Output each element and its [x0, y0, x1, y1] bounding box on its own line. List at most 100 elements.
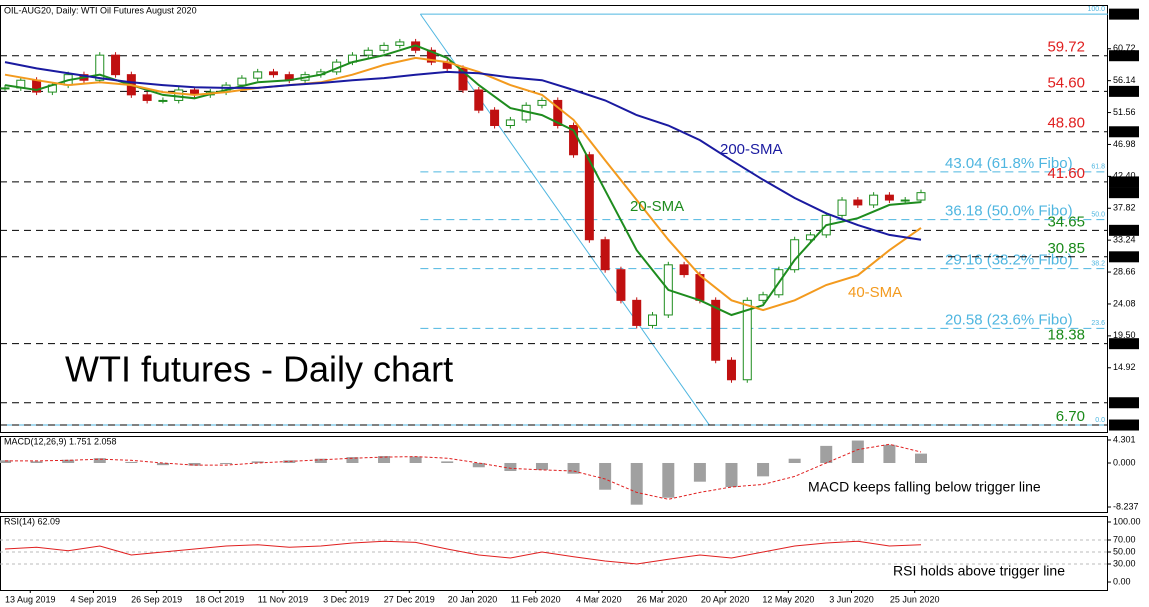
candle — [742, 299, 752, 381]
candle — [474, 89, 484, 111]
chart-header: OIL-AUG20, Daily: WTI Oil Futures August… — [4, 5, 197, 15]
macd-bar — [220, 462, 233, 465]
sma-line — [4, 44, 922, 317]
macd-bar — [93, 458, 106, 463]
candle — [726, 359, 736, 381]
macd-bar — [125, 461, 138, 463]
x-tick-label: 3 Jun 2020 — [829, 594, 874, 604]
macd-annotation: MACD keeps falling below trigger line — [808, 479, 1041, 495]
x-tick-label: 4 Sep 2019 — [70, 594, 116, 604]
candle — [758, 294, 768, 301]
rsi-annotation: RSI holds above trigger line — [893, 563, 1065, 579]
y-tick-label: 33.24 — [1113, 235, 1136, 245]
x-tick-label: 13 Aug 2019 — [5, 594, 56, 604]
candle — [916, 192, 926, 201]
fibo-label: 29.16 (38.2% Fibo) — [945, 252, 1073, 269]
y-tick-label: 24.08 — [1113, 298, 1136, 308]
fibo-tag: 100.0 — [1087, 6, 1105, 13]
macd-bar — [915, 453, 927, 463]
x-tick-label: 3 Dec 2019 — [323, 594, 369, 604]
macd-bar — [504, 462, 517, 472]
fibo-tag: 38.2 — [1091, 260, 1105, 267]
macd-bar — [314, 458, 327, 463]
candle — [237, 77, 247, 86]
price-marker-label: 30.85 — [1112, 251, 1135, 261]
x-tick-label: 12 May 2020 — [762, 594, 814, 604]
macd-bar — [693, 462, 706, 482]
rsi-tick-label: 50.00 — [1113, 546, 1136, 556]
candle — [363, 49, 373, 56]
candle — [679, 264, 689, 276]
candle — [490, 109, 500, 127]
price-marker-label: 6.70 — [1112, 419, 1130, 429]
y-tick-label: 37.82 — [1113, 203, 1136, 213]
macd-tick-label: -8.237 — [1113, 501, 1139, 511]
y-tick-label: 46.98 — [1113, 139, 1136, 149]
macd-bar — [62, 459, 75, 463]
candle — [884, 194, 894, 201]
price-marker-label: 59.72 — [1112, 50, 1135, 60]
candle — [111, 54, 121, 76]
price-marker — [1109, 419, 1139, 431]
macd-signal — [5, 443, 922, 500]
level-label: 18.38 — [1047, 327, 1085, 344]
fibo-label: 43.04 (61.8% Fibo) — [945, 155, 1073, 172]
candle — [632, 299, 642, 326]
macd-bar — [788, 458, 801, 463]
fibo-tag: 0.0 — [1095, 417, 1105, 424]
candle — [853, 199, 863, 206]
macd-bar — [188, 462, 201, 466]
macd-bar — [0, 460, 11, 463]
fibo-tag: 61.8 — [1091, 164, 1105, 171]
candle — [426, 49, 436, 63]
candle — [648, 314, 658, 326]
macd-bar — [567, 462, 580, 474]
candle — [268, 71, 278, 76]
series-label: 20-SMA — [630, 198, 684, 215]
rsi-line — [4, 540, 922, 565]
y-tick-label: 42.40 — [1113, 171, 1136, 181]
macd-bar — [251, 461, 264, 463]
level-label: 41.60 — [1047, 165, 1085, 182]
candle — [142, 94, 152, 101]
sma-line — [4, 61, 922, 241]
candle — [869, 194, 879, 206]
candle — [95, 54, 105, 81]
macd-tick-label: 0.000 — [1113, 457, 1136, 467]
macd-bar — [30, 461, 43, 463]
rsi-tick-label: 0.00 — [1113, 576, 1131, 586]
candle — [616, 269, 626, 301]
price-panel — [0, 5, 1108, 433]
fibo-trendline — [419, 13, 710, 426]
level-label: 6.70 — [1056, 408, 1085, 425]
candle — [584, 154, 594, 241]
price-marker — [1109, 251, 1139, 263]
fibo-label: 20.58 (23.6% Fibo) — [945, 311, 1073, 328]
x-tick-label: 20 Apr 2020 — [701, 594, 750, 604]
x-tick-label: 26 Mar 2020 — [637, 594, 688, 604]
macd-bar — [883, 444, 896, 463]
macd-bar — [535, 462, 548, 470]
price-marker — [1109, 50, 1139, 62]
level-label: 54.60 — [1047, 74, 1085, 91]
candle — [900, 199, 910, 202]
price-marker — [1109, 176, 1139, 188]
macd-bar — [662, 462, 675, 498]
level-label: 34.65 — [1047, 213, 1085, 230]
price-marker — [1109, 85, 1139, 97]
price-marker — [1109, 8, 1139, 20]
candle — [600, 239, 610, 271]
fibo-tag: 23.6 — [1091, 320, 1105, 327]
price-marker — [1109, 397, 1139, 409]
level-label: 30.85 — [1047, 240, 1085, 257]
candle — [158, 99, 168, 102]
price-marker-label: 41.60 — [1112, 176, 1135, 186]
x-tick-label: 20 Jan 2020 — [448, 594, 498, 604]
candle — [569, 125, 579, 156]
sma-line — [4, 56, 922, 312]
macd-bar — [441, 461, 454, 463]
candle — [505, 119, 515, 127]
